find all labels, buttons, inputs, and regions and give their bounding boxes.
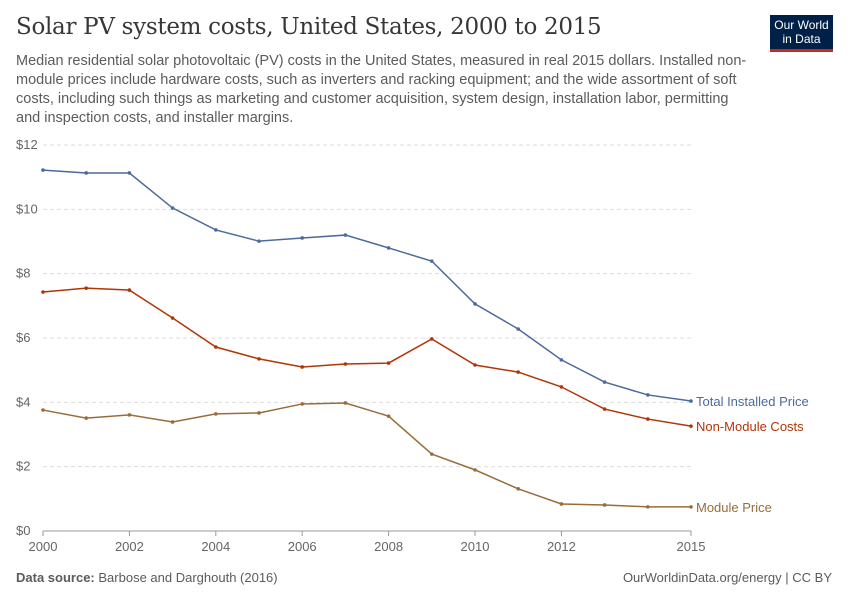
source-text: Barbose and Darghouth (2016) [98,570,278,585]
series-line [42,169,692,402]
data-point [430,452,434,456]
data-point [386,414,391,418]
data-point [41,408,45,412]
data-point [257,411,261,415]
data-point [516,487,520,491]
data-point [559,502,564,506]
x-tick-label: 2010 [461,539,490,554]
x-tick-label: 2006 [288,539,317,554]
data-point [170,316,175,320]
data-point [84,416,88,420]
data-point [386,246,391,250]
data-point [300,402,305,406]
chart-title: Solar PV system costs, United States, 20… [16,14,602,40]
data-point [430,337,434,341]
data-point [127,288,132,292]
data-point [214,228,218,232]
data-point [214,345,218,349]
data-point [602,380,607,384]
chart-subtitle: Median residential solar photovoltaic (P… [16,53,747,126]
data-point [473,302,477,306]
data-point [300,365,305,369]
data-point [559,358,564,362]
data-point [473,363,477,367]
y-tick-label: $10 [16,201,38,216]
x-tick-label: 2000 [29,539,58,554]
series-label: Module Price [696,500,772,515]
data-point [300,236,305,240]
data-point [516,370,520,374]
data-point [257,357,261,361]
data-point [602,503,607,507]
data-point [430,259,434,263]
x-tick-label: 2002 [115,539,144,554]
x-tick-label: 2012 [547,539,576,554]
data-point [516,327,520,331]
series-label: Total Installed Price [696,394,809,409]
series-label: Non-Module Costs [696,419,804,434]
x-tick-label: 2004 [201,539,230,554]
y-tick-label: $2 [16,459,30,474]
data-point [343,233,348,237]
owid-logo[interactable]: Our World in Data [770,15,833,52]
data-point [257,239,261,243]
y-tick-label: $6 [16,330,30,345]
source-label: Data source: [16,570,95,585]
x-tick-label: 2015 [677,539,706,554]
data-point [127,171,132,175]
y-tick-label: $0 [16,523,30,538]
data-point [343,401,348,405]
data-point [689,505,693,509]
data-point [41,290,45,294]
data-point [646,393,650,397]
data-point [386,361,391,365]
data-source: Data source: Barbose and Darghouth (2016… [16,570,278,585]
y-tick-label: $4 [16,394,30,409]
data-point [170,420,175,424]
data-point [170,206,175,210]
data-point [602,407,607,411]
series-line [42,287,692,427]
y-tick-label: $12 [16,137,38,152]
series-line [42,402,691,508]
data-point [343,362,348,366]
data-point [689,399,693,403]
data-point [689,424,693,428]
footer-link[interactable]: OurWorldinData.org/energy | CC BY [622,570,832,585]
data-point [646,417,650,421]
data-point [127,413,132,417]
data-point [41,168,45,172]
data-point [646,505,650,509]
y-tick-label: $8 [16,266,30,281]
data-point [559,385,564,389]
data-point [84,286,88,290]
data-point [473,468,477,472]
x-tick-label: 2008 [374,539,403,554]
data-point [214,412,218,416]
data-point [84,171,88,175]
